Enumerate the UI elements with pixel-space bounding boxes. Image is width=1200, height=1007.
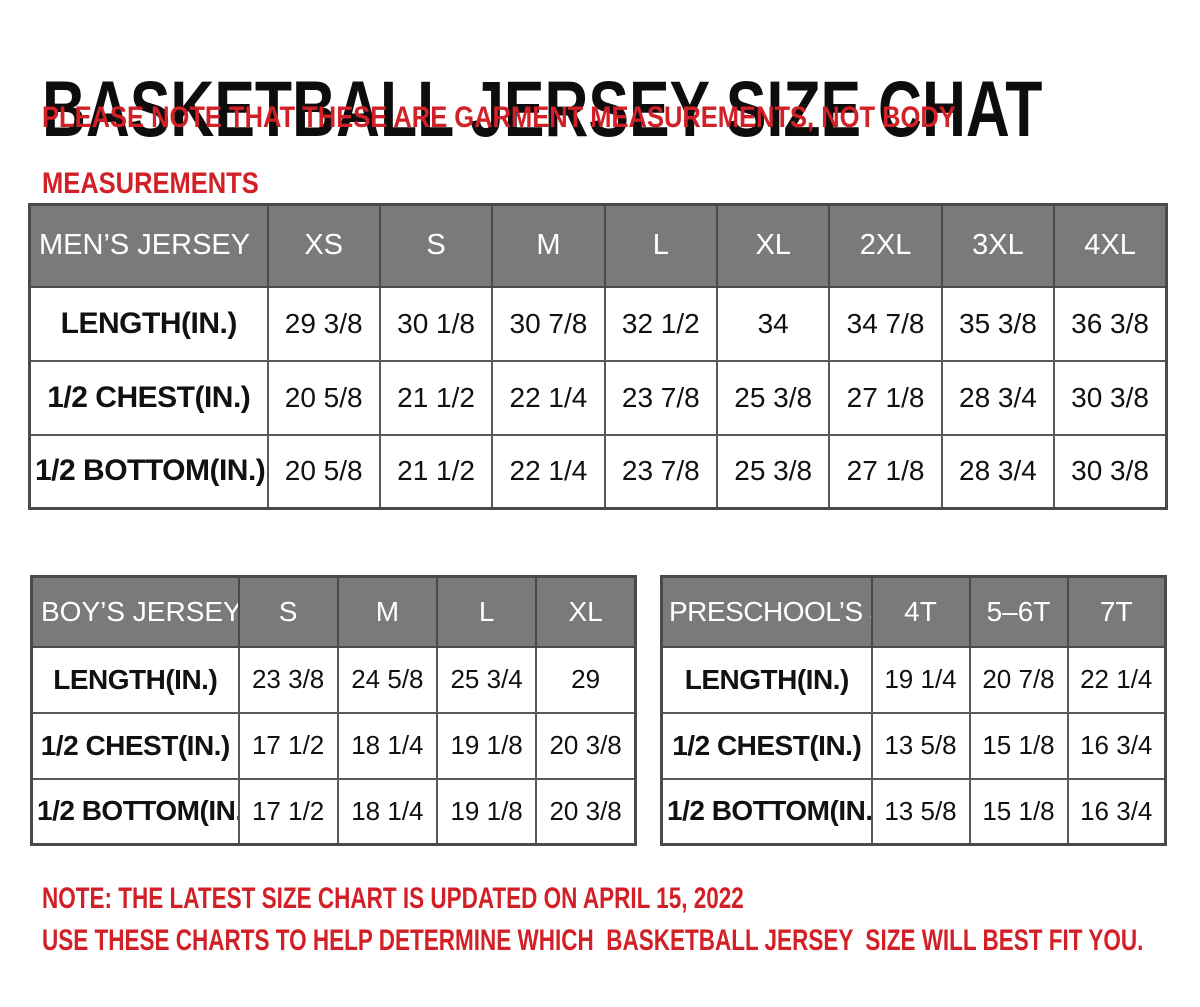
mens-jersey-size-column-header: 2XL	[828, 203, 943, 288]
measurement-value-cell: 17 1/2	[237, 777, 339, 846]
measurement-value-cell: 13 5/8	[870, 777, 971, 846]
measurement-row-label: 1/2 CHEST(IN.)	[28, 359, 269, 436]
measurement-value-cell: 22 1/4	[491, 359, 606, 436]
measurement-value-cell: 23 7/8	[603, 433, 719, 510]
measurement-value-cell: 16 3/4	[1066, 711, 1167, 780]
disclaimer-line-1: PLEASE NOTE THAT THESE ARE GARMENT MEASU…	[42, 101, 956, 134]
measurement-value-cell: 28 3/4	[940, 433, 1056, 510]
measurement-row-label: 1/2 CHEST(IN.)	[660, 711, 873, 780]
measurement-value-cell: 19 1/4	[870, 645, 971, 714]
measurement-value-cell: 20 3/8	[535, 777, 637, 846]
boys-jersey-size-table: BOY’S JERSEY S M L XL LENGTH(IN.) 23 3/8 24 5/8…	[30, 575, 637, 846]
page-title: BASKETBALL JERSEY SIZE CHAT	[42, 63, 1043, 153]
table-row: LENGTH(IN.) 29 3/8 30 1/8 30 7/8 32 1/2 34 34 …	[28, 285, 1168, 362]
mens-jersey-size-column-header: 4XL	[1053, 203, 1168, 288]
mens-jersey-size-column-header: L	[603, 203, 719, 288]
measurement-value-cell: 20 5/8	[266, 359, 381, 436]
boys-jersey-size-column-header: L	[435, 575, 538, 648]
measurement-value-cell: 22 1/4	[1066, 645, 1167, 714]
mens-jersey-size-column-header: XS	[266, 203, 381, 288]
measurement-value-cell: 21 1/2	[378, 433, 494, 510]
measurement-value-cell: 13 5/8	[870, 711, 971, 780]
table-row: 1/2 BOTTOM(IN.) 13 5/8 15 1/8 16 3/4	[660, 777, 1167, 846]
measurement-value-cell: 24 5/8	[336, 645, 439, 714]
measurement-value-cell: 18 1/4	[336, 777, 439, 846]
measurement-row-label: 1/2 BOTTOM(IN.)	[30, 777, 240, 846]
measurement-value-cell: 29 3/8	[266, 285, 381, 362]
preschools-jersey-size-table: PRESCHOOL’S JERSEY4T5–6T7TLENGTH(IN.)19 …	[660, 575, 1167, 846]
boys-jersey-table-title: BOY’S JERSEY	[30, 575, 240, 648]
measurement-value-cell: 27 1/8	[828, 433, 943, 510]
measurement-value-cell: 34	[715, 285, 831, 362]
measurement-value-cell: 36 3/8	[1053, 285, 1168, 362]
measurement-value-cell: 23 7/8	[603, 359, 719, 436]
boys-jersey-size-column-header: XL	[535, 575, 637, 648]
preschools-jersey-size-column-header: 7T	[1066, 575, 1167, 648]
table-row: 1/2 CHEST(IN.) 17 1/2 18 1/4 19 1/8 20 3/8	[30, 711, 637, 780]
preschools-jersey-table-title: PRESCHOOL’S JERSEY	[660, 575, 873, 648]
update-date-note: NOTE: THE LATEST SIZE CHART IS UPDATED O…	[42, 882, 744, 915]
mens-jersey-size-column-header: 3XL	[940, 203, 1056, 288]
measurement-value-cell: 27 1/8	[828, 359, 943, 436]
measurement-row-label: LENGTH(IN.)	[660, 645, 873, 714]
measurement-value-cell: 22 1/4	[491, 433, 606, 510]
usage-note: USE THESE CHARTS TO HELP DETERMINE WHICH…	[42, 924, 1144, 957]
mens-jersey-size-column-header: XL	[715, 203, 831, 288]
measurement-value-cell: 21 1/2	[378, 359, 494, 436]
table-row: 1/2 BOTTOM(IN.) 20 5/8 21 1/2 22 1/4 23 7/8 2…	[28, 433, 1168, 510]
measurement-value-cell: 20 3/8	[535, 711, 637, 780]
table-row: LENGTH(IN.) 23 3/8 24 5/8 25 3/4 29	[30, 645, 637, 714]
measurement-value-cell: 35 3/8	[940, 285, 1056, 362]
disclaimer-line-2: MEASUREMENTS	[42, 167, 259, 200]
mens-jersey-size-column-header: S	[378, 203, 494, 288]
measurement-row-label: 1/2 BOTTOM(IN.)	[660, 777, 873, 846]
measurement-value-cell: 19 1/8	[435, 711, 538, 780]
measurement-value-cell: 29	[535, 645, 637, 714]
mens-jersey-header-row: MEN’S JERSEY XS S M L XL 2XL 3XL 4XL	[28, 203, 1168, 288]
table-row: 1/2 CHEST(IN.) 13 5/8 15 1/8 16 3/4	[660, 711, 1167, 780]
table-row: 1/2 BOTTOM(IN.) 17 1/2 18 1/4 19 1/8 20 3/8	[30, 777, 637, 846]
measurement-row-label: 1/2 CHEST(IN.)	[30, 711, 240, 780]
mens-jersey-size-table: MEN’S JERSEY XS S M L XL 2XL 3XL 4XL LENGTH(IN.) 2…	[28, 203, 1168, 510]
measurement-value-cell: 20 5/8	[266, 433, 381, 510]
measurement-row-label: 1/2 BOTTOM(IN.)	[28, 433, 269, 510]
measurement-value-cell: 20 7/8	[968, 645, 1069, 714]
measurement-value-cell: 15 1/8	[968, 777, 1069, 846]
measurement-value-cell: 25 3/8	[715, 359, 831, 436]
measurement-value-cell: 30 3/8	[1053, 433, 1168, 510]
measurement-value-cell: 17 1/2	[237, 711, 339, 780]
boys-jersey-header-row: BOY’S JERSEY S M L XL	[30, 575, 637, 648]
measurement-row-label: LENGTH(IN.)	[28, 285, 269, 362]
measurement-value-cell: 34 7/8	[828, 285, 943, 362]
measurement-value-cell: 32 1/2	[603, 285, 719, 362]
boys-jersey-size-column-header: M	[336, 575, 439, 648]
measurement-value-cell: 28 3/4	[940, 359, 1056, 436]
measurement-value-cell: 16 3/4	[1066, 777, 1167, 846]
table-row: 1/2 CHEST(IN.) 20 5/8 21 1/2 22 1/4 23 7/8 25…	[28, 359, 1168, 436]
measurement-value-cell: 30 3/8	[1053, 359, 1168, 436]
measurement-value-cell: 30 7/8	[491, 285, 606, 362]
measurement-value-cell: 18 1/4	[336, 711, 439, 780]
preschools-jersey-size-column-header: 5–6T	[968, 575, 1069, 648]
measurement-value-cell: 23 3/8	[237, 645, 339, 714]
measurement-row-label: LENGTH(IN.)	[30, 645, 240, 714]
mens-jersey-size-column-header: M	[491, 203, 606, 288]
measurement-value-cell: 19 1/8	[435, 777, 538, 846]
garment-measurement-disclaimer: PLEASE NOTE THAT THESE ARE GARMENT MEASU…	[42, 101, 956, 200]
measurement-value-cell: 15 1/8	[968, 711, 1069, 780]
mens-jersey-table-title: MEN’S JERSEY	[28, 203, 269, 288]
measurement-value-cell: 25 3/4	[435, 645, 538, 714]
measurement-value-cell: 30 1/8	[378, 285, 494, 362]
boys-jersey-size-column-header: S	[237, 575, 339, 648]
table-row: LENGTH(IN.) 19 1/4 20 7/8 22 1/4	[660, 645, 1167, 714]
measurement-value-cell: 25 3/8	[715, 433, 831, 510]
preschools-jersey-size-column-header: 4T	[870, 575, 971, 648]
